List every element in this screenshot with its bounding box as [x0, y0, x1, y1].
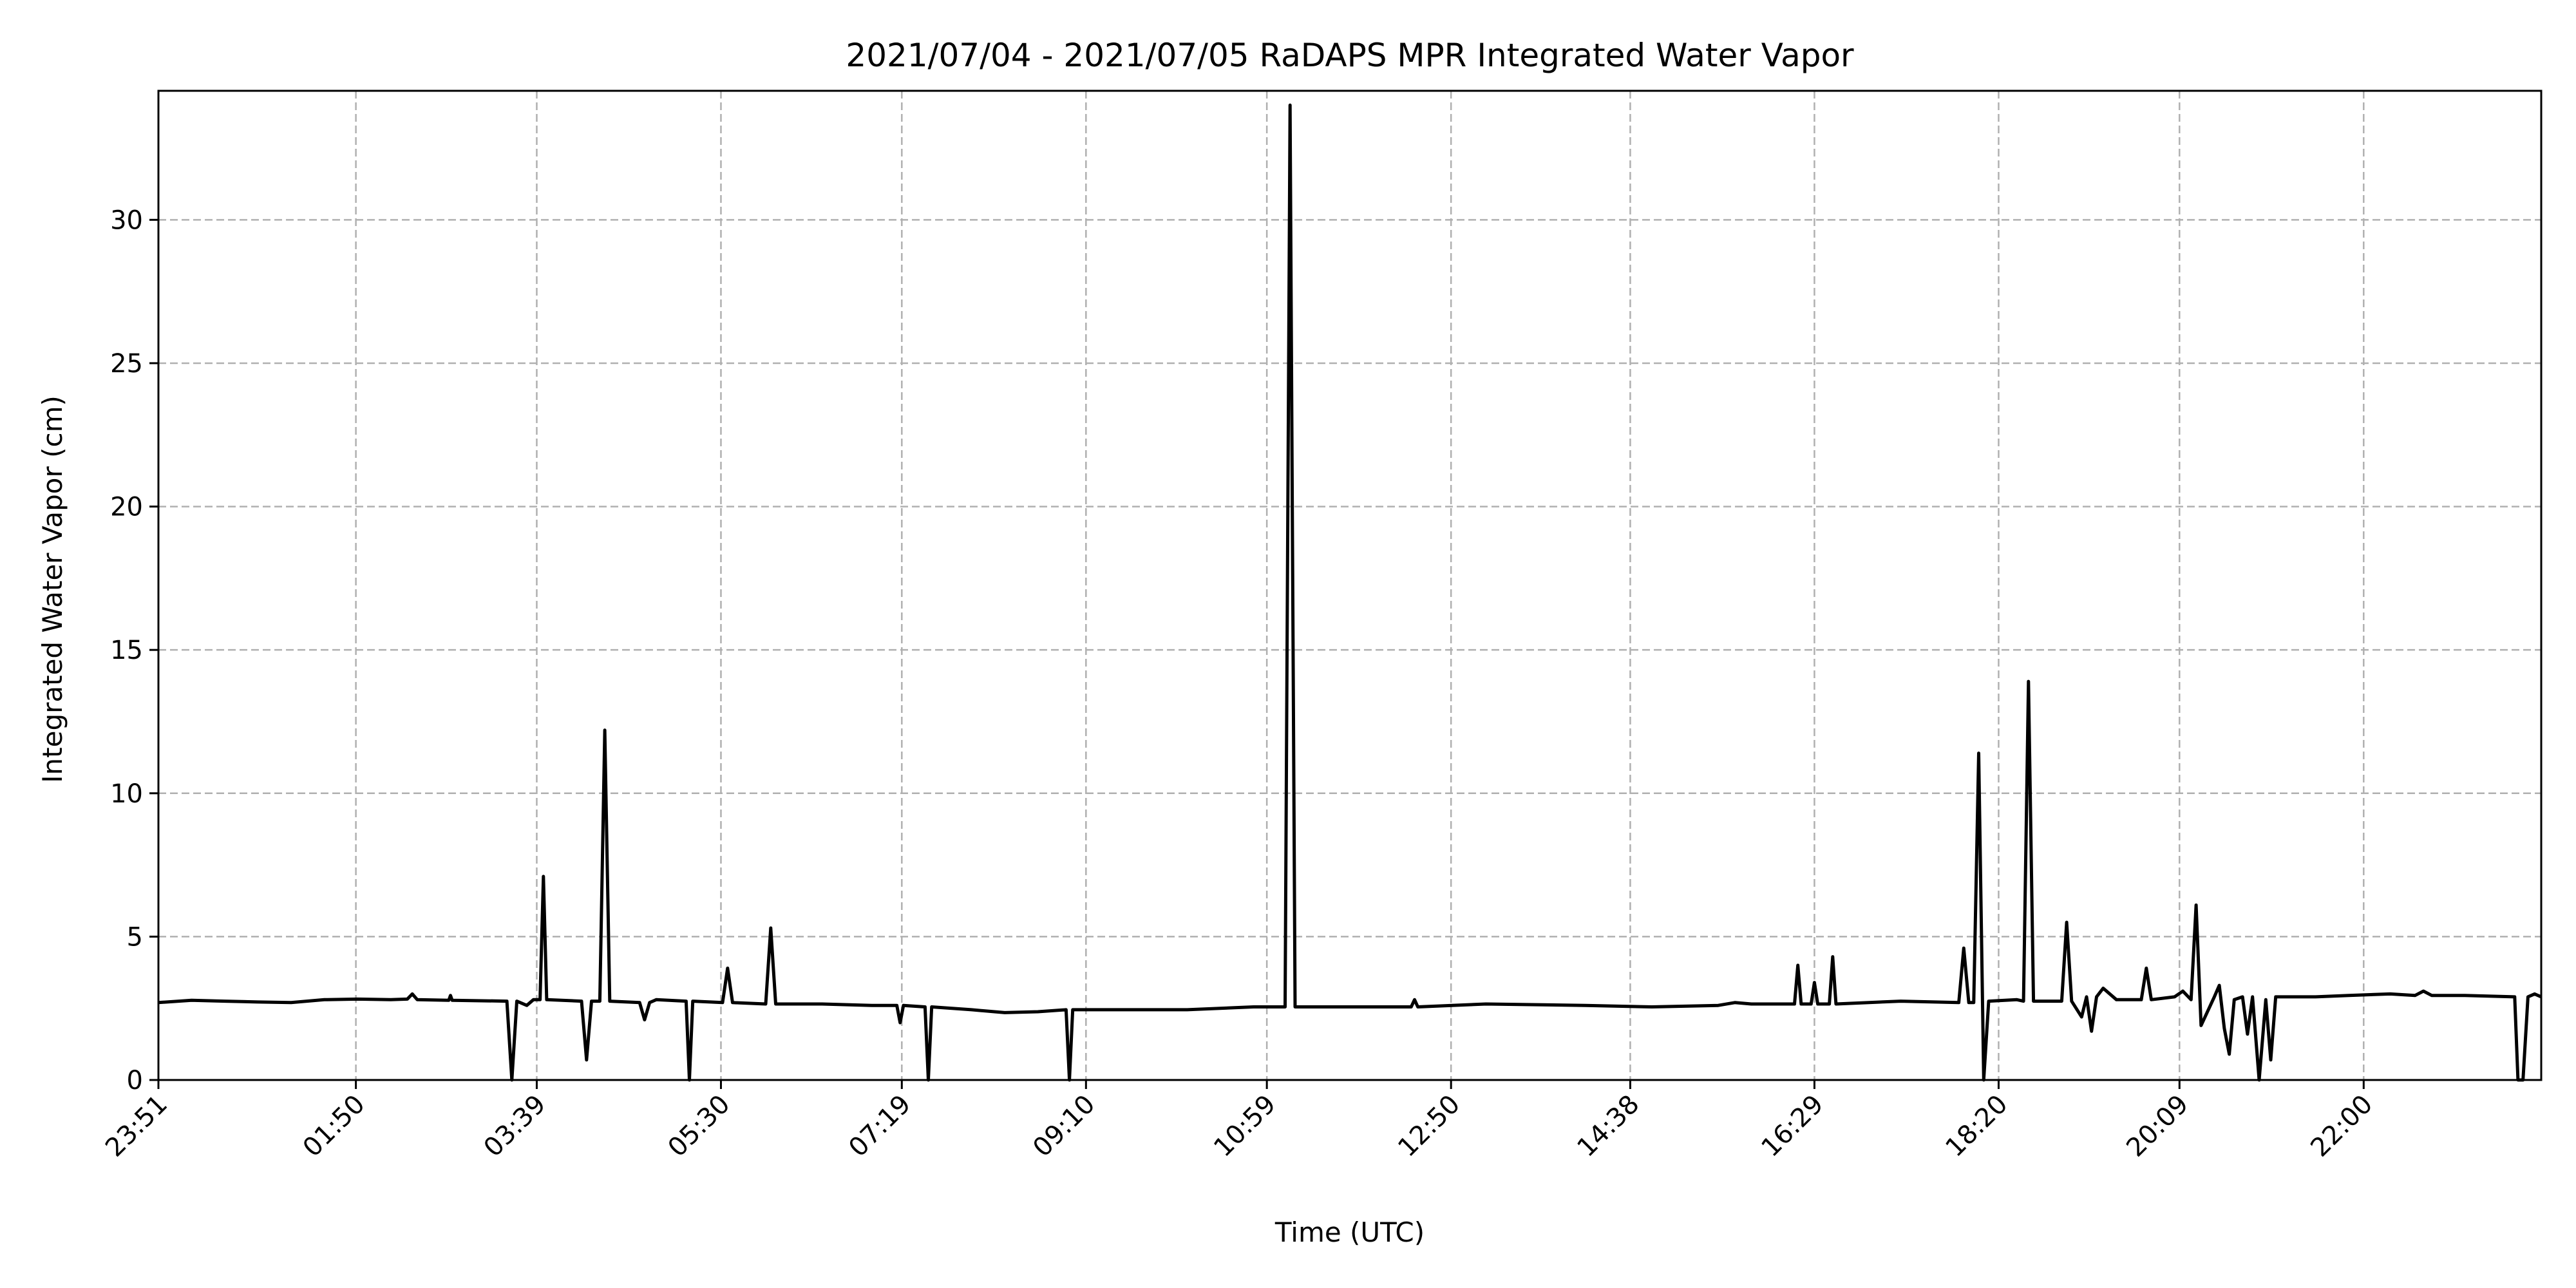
series-layer [158, 103, 2543, 1082]
y-tick-label: 10 [110, 779, 143, 809]
y-tick-label: 30 [110, 205, 143, 235]
chart-title: 2021/07/04 - 2021/07/05 RaDAPS MPR Integ… [846, 37, 1854, 74]
y-tick-label: 5 [127, 922, 143, 952]
y-axis-label: Integrated Water Vapor (cm) [37, 395, 68, 783]
y-tick-label: 25 [110, 349, 143, 379]
x-axis-label: Time (UTC) [1274, 1217, 1425, 1248]
y-tick-label: 20 [110, 493, 143, 522]
y-tick-label: 15 [110, 636, 143, 665]
plot-area-frame [157, 90, 2543, 1081]
y-tick-label: 0 [127, 1066, 143, 1095]
series-line [158, 103, 2543, 1082]
